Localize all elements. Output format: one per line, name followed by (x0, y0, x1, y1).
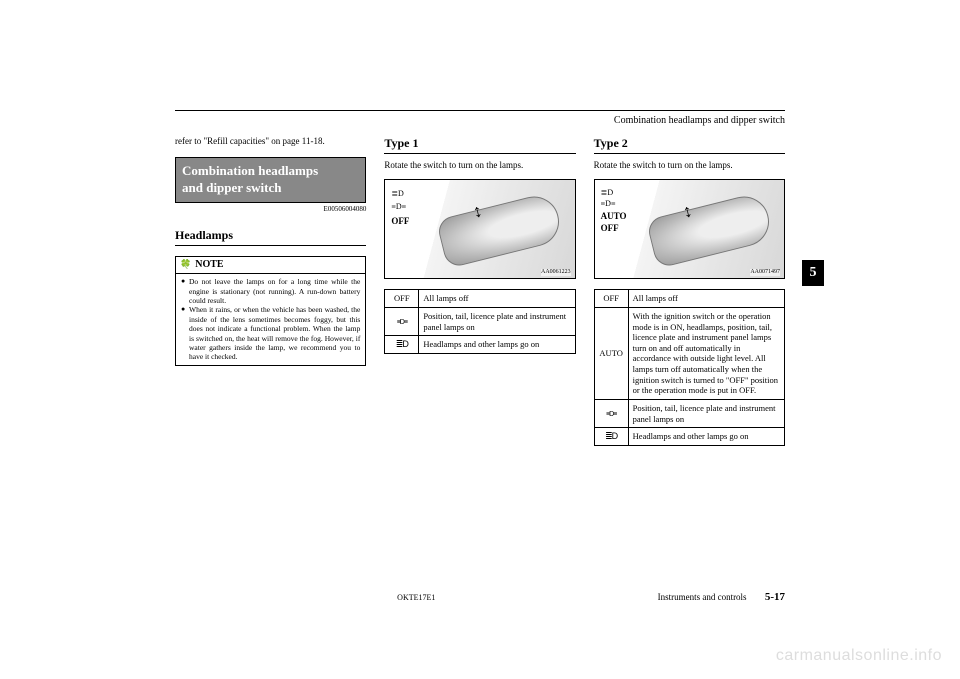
parking-lamp-icon (397, 316, 407, 326)
symbol-cell: OFF (594, 290, 628, 308)
table-row: OFF All lamps off (385, 290, 575, 308)
illus-code: AA0071497 (750, 269, 780, 277)
type2-heading: Type 2 (594, 136, 785, 154)
subsection-heading: Headlamps (175, 228, 366, 246)
desc-cell: All lamps off (419, 290, 575, 308)
watermark: carmanualsonline.info (776, 647, 942, 665)
switch-stalk-shape (436, 191, 565, 269)
symbol-cell: AUTO (594, 307, 628, 399)
illus-label: ≣D (391, 188, 409, 201)
header-rule (175, 110, 785, 111)
symbol-cell (385, 336, 419, 354)
column-2: Type 1 Rotate the switch to turn on the … (384, 136, 575, 446)
desc-cell: Headlamps and other lamps go on (419, 336, 575, 354)
parking-lamp-icon (606, 408, 616, 418)
content-columns: refer to "Refill capacities" on page 11-… (175, 136, 785, 446)
chapter-tab: 5 (802, 260, 824, 286)
desc-cell: Position, tail, licence plate and instru… (419, 307, 575, 335)
clover-icon (180, 259, 191, 272)
footer-center: OKTE17E1 (175, 593, 658, 602)
illus-label: OFF (391, 214, 409, 228)
section-code: E00506004080 (175, 205, 366, 214)
page-number: 5-17 (765, 591, 785, 603)
column-1: refer to "Refill capacities" on page 11-… (175, 136, 366, 446)
section-heading-box: Combination headlamps and dipper switch (175, 157, 366, 203)
desc-cell: All lamps off (628, 290, 784, 308)
footer-right: Instruments and controls 5-17 (658, 591, 785, 603)
symbol-cell (594, 428, 628, 446)
crossref-text: refer to "Refill capacities" on page 11-… (175, 136, 366, 147)
desc-cell: Position, tail, licence plate and instru… (628, 399, 784, 427)
type1-heading: Type 1 (384, 136, 575, 154)
table-row: Headlamps and other lamps go on (385, 336, 575, 354)
symbol-cell: OFF (385, 290, 419, 308)
table-row: Headlamps and other lamps go on (594, 428, 784, 446)
illus-code: AA0061223 (541, 269, 571, 277)
column-3: Type 2 Rotate the switch to turn on the … (594, 136, 785, 446)
type1-illustration: ↕ ≣D ≡D≡ OFF AA0061223 (384, 179, 575, 279)
type2-table: OFF All lamps off AUTO With the ignition… (594, 289, 785, 446)
type1-table: OFF All lamps off Position, tail, licenc… (384, 289, 575, 354)
illus-labels: ≣D ≡D≡ AUTO OFF (601, 188, 627, 234)
symbol-cell (594, 399, 628, 427)
illus-label: ≡D≡ (601, 199, 627, 210)
section-title-line2: and dipper switch (182, 180, 359, 197)
note-body: Do not leave the lamps on for a long tim… (176, 274, 365, 364)
section-title-line1: Combination headlamps (182, 163, 359, 180)
type2-desc: Rotate the switch to turn on the lamps. (594, 160, 785, 171)
switch-stalk-shape (645, 191, 774, 269)
illus-labels: ≣D ≡D≡ OFF (391, 188, 409, 228)
illus-label: OFF (601, 222, 627, 234)
page-footer: OKTE17E1 Instruments and controls 5-17 (175, 591, 785, 603)
table-row: Position, tail, licence plate and instru… (385, 307, 575, 335)
note-item: Do not leave the lamps on for a long tim… (181, 277, 360, 305)
illus-label: ≣D (601, 188, 627, 199)
illus-label: ≡D≡ (391, 201, 409, 214)
table-row: AUTO With the ignition switch or the ope… (594, 307, 784, 399)
note-title: NOTE (176, 257, 365, 275)
type2-illustration: ↕ ≣D ≡D≡ AUTO OFF AA0071497 (594, 179, 785, 279)
footer-section-label: Instruments and controls (658, 592, 747, 602)
desc-cell: Headlamps and other lamps go on (628, 428, 784, 446)
table-row: OFF All lamps off (594, 290, 784, 308)
note-box: NOTE Do not leave the lamps on for a lon… (175, 256, 366, 366)
headlamp-icon (605, 431, 617, 441)
headlamp-icon (396, 339, 408, 349)
running-title: Combination headlamps and dipper switch (175, 115, 785, 126)
symbol-cell (385, 307, 419, 335)
note-label: NOTE (195, 259, 223, 272)
table-row: Position, tail, licence plate and instru… (594, 399, 784, 427)
illus-label: AUTO (601, 210, 627, 222)
manual-page: Combination headlamps and dipper switch … (0, 0, 960, 486)
note-item: When it rains, or when the vehicle has b… (181, 305, 360, 361)
type1-desc: Rotate the switch to turn on the lamps. (384, 160, 575, 171)
desc-cell: With the ignition switch or the operatio… (628, 307, 784, 399)
